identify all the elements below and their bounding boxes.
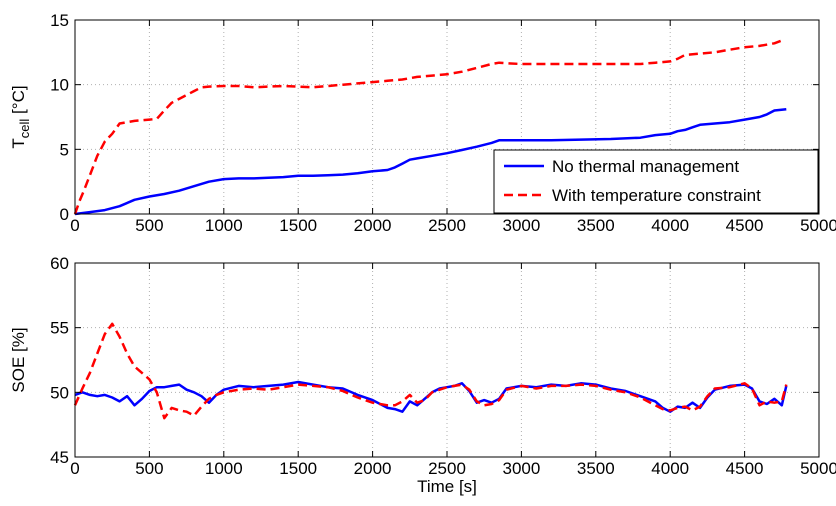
y-tick-label: 45	[50, 448, 69, 467]
x-tick-label: 2500	[428, 459, 466, 478]
x-tick-label: 4500	[726, 459, 764, 478]
series-line-with-temperature-constraint	[73, 322, 788, 420]
series-line-no-thermal-management	[74, 107, 787, 216]
temperature-plot: 0 500 1000 1500 2000 2500 3000 3500 4000 4500 5000…	[9, 11, 836, 235]
legend: No thermal management With temperature co…	[493, 149, 819, 214]
x-axis-label: Time [s]	[417, 477, 477, 496]
y-tick-label: 60	[50, 254, 69, 273]
y-axis-label: SOE [%]	[9, 327, 28, 392]
series-line-with-temperature-constraint	[73, 38, 786, 215]
x-tick-label: 3500	[577, 459, 615, 478]
x-tick-label: 3000	[502, 216, 540, 235]
x-tick-label: 3500	[577, 216, 615, 235]
legend-label: With temperature constraint	[552, 186, 761, 205]
y-tick-label: 0	[60, 205, 69, 224]
x-tick-label: 4000	[651, 459, 689, 478]
y-axis-label: Tcell [°C]	[9, 85, 32, 148]
x-tick-label: 0	[70, 216, 79, 235]
x-tick-label: 3000	[502, 459, 540, 478]
x-tick-label: 0	[70, 459, 79, 478]
x-tick-label: 1500	[279, 459, 317, 478]
x-tick-label: 2500	[428, 216, 466, 235]
y-tick-label: 50	[50, 383, 69, 402]
x-tick-label: 4500	[726, 216, 764, 235]
y-tick-label: 5	[60, 140, 69, 159]
y-tick-label: 10	[50, 76, 69, 95]
y-tick-label: 55	[50, 319, 69, 338]
x-tick-label: 4000	[651, 216, 689, 235]
x-tick-label: 2000	[354, 216, 392, 235]
x-tick-label: 5000	[800, 216, 836, 235]
legend-label: No thermal management	[552, 157, 739, 176]
x-tick-label: 2000	[354, 459, 392, 478]
y-tick-label: 15	[50, 11, 69, 30]
soe-plot: 0 500 1000 1500 2000 2500 3000 3500 4000 4500 5000…	[9, 254, 836, 496]
x-tick-label: 5000	[800, 459, 836, 478]
x-tick-label: 500	[135, 216, 163, 235]
x-tick-label: 1500	[279, 216, 317, 235]
x-tick-label: 1000	[205, 459, 243, 478]
x-tick-label: 1000	[205, 216, 243, 235]
x-tick-label: 500	[135, 459, 163, 478]
legend-box	[493, 149, 819, 214]
